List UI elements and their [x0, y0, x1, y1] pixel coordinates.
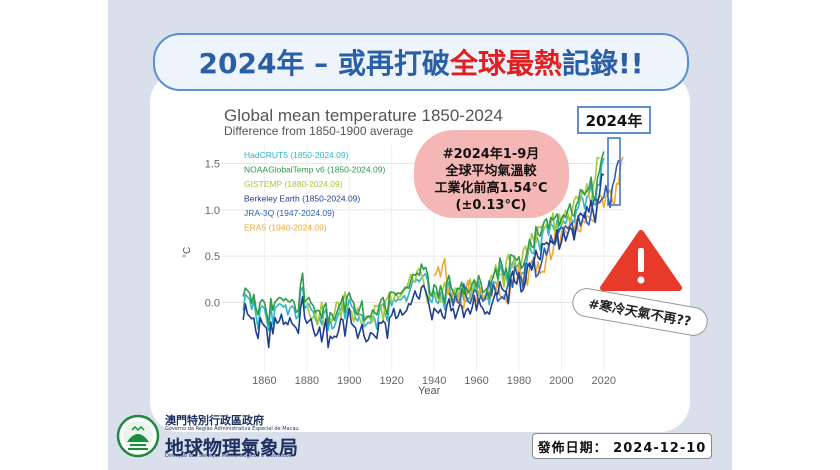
series-line-2 — [306, 156, 600, 332]
callout-line-1: #2024年1-9月 — [443, 146, 540, 162]
headline: 2024年 – 或再打破 全球最熱 記錄!! — [153, 33, 689, 91]
x-tick-label: 1860 — [252, 375, 276, 387]
x-tick-label: 1900 — [337, 375, 361, 387]
x-tick-label: 1940 — [422, 375, 446, 387]
smg-logo — [116, 414, 160, 458]
org-name-1-sub: Governo da Região Administrativa Especia… — [165, 426, 299, 432]
headline-hot: 全球最熱 — [449, 47, 562, 80]
chart-title: Global mean temperature 1850-2024 — [224, 106, 503, 125]
series-line-0 — [242, 157, 605, 332]
org-name-1: 澳門特別行政區政府 — [165, 414, 264, 427]
headline-prefix: 2024年 – 或再打破 — [198, 47, 450, 80]
y-axis-label: °C — [182, 247, 193, 258]
x-tick-label: 1880 — [295, 375, 319, 387]
x-tick-label: 1960 — [464, 375, 488, 387]
x-tick-label: 1920 — [379, 375, 403, 387]
x-tick-label: 2000 — [549, 375, 573, 387]
y-tick-label: 0.5 — [205, 251, 220, 263]
legend-entry: ERA5 (1940-2024.09) — [244, 223, 327, 233]
callout-line-4: (±0.13°C) — [456, 198, 527, 213]
callout-bubble: #2024年1-9月 全球平均氣溫較 工業化前高1.54°C (±0.13°C) — [414, 130, 569, 218]
callout-line-2: 全球平均氣溫較 — [444, 163, 537, 179]
badge-2024: 2024年 — [586, 112, 643, 130]
org-name-2-sub: Direcção dos Serviços Meteorológicos e G… — [165, 453, 292, 459]
legend-entry: HadCRUT5 (1850-2024.09) — [244, 150, 349, 160]
headline-suffix: 記錄!! — [561, 47, 644, 80]
legend-entry: JRA-3Q (1947-2024.09) — [244, 208, 335, 218]
highlight-2024-box — [607, 137, 621, 206]
warning-icon — [600, 230, 682, 291]
badge-2024-box — [577, 106, 651, 134]
y-tick-label: 1.0 — [205, 205, 220, 217]
org-name-2: 地球物理氣象局 — [165, 437, 299, 459]
legend-entry: Berkeley Earth (1850-2024.09) — [244, 194, 360, 204]
legend-entry: GISTEMP (1880-2024.09) — [244, 179, 343, 189]
chart-subtitle: Difference from 1850-1900 average — [224, 124, 414, 138]
series-line-4 — [448, 159, 620, 307]
legend-entry: NOAAGlobalTemp v6 (1850-2024.09) — [244, 165, 385, 175]
y-tick-label: 1.5 — [205, 159, 220, 171]
series-line-3 — [242, 173, 605, 349]
release-date: 發佈日期： 2024-12-10 — [532, 433, 712, 459]
x-axis-label: Year — [418, 385, 441, 397]
warning-tag: #寒冷天氣不再?? — [572, 288, 708, 336]
callout-line-3: 工業化前高1.54°C — [434, 180, 547, 196]
x-tick-label: 1980 — [507, 375, 531, 387]
y-tick-label: 0.0 — [205, 298, 220, 310]
x-tick-label: 2020 — [592, 375, 616, 387]
series-line-1 — [242, 151, 605, 325]
